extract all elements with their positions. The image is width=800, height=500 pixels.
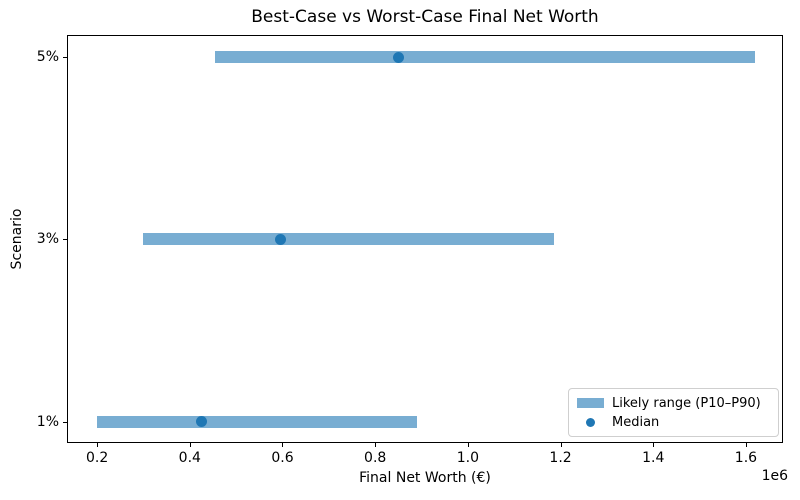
y-tick-label: 1% (36, 413, 59, 430)
x-tick (560, 443, 562, 447)
y-tick-label: 3% (36, 231, 59, 248)
y-tick (63, 421, 67, 423)
y-tick (63, 57, 67, 59)
x-tick-label: 1.0 (456, 450, 479, 466)
x-tick-label: 0.4 (178, 450, 201, 466)
x-tick (282, 443, 284, 447)
range-bar (97, 415, 417, 428)
y-tick (63, 239, 67, 241)
median-dot (392, 51, 404, 63)
range-bar (215, 51, 756, 64)
x-tick (97, 443, 99, 447)
median-dot (274, 233, 286, 245)
chart-title: Best-Case vs Worst-Case Final Net Worth (251, 7, 599, 27)
legend-label-range: Likely range (P10–P90) (612, 395, 761, 411)
x-tick-label: 1.2 (549, 450, 572, 466)
x-tick (745, 443, 747, 447)
median-dot-icon (586, 417, 595, 427)
legend-item-median: Median (577, 415, 770, 430)
x-tick-label: 0.8 (364, 450, 387, 466)
x-tick (375, 443, 377, 447)
range-bar (143, 233, 554, 246)
x-tick-label: 1.4 (642, 450, 665, 466)
x-tick-label: 0.6 (271, 450, 294, 466)
median-dot (195, 416, 207, 428)
y-tick-label: 5% (36, 49, 59, 66)
x-tick-label: 1.6 (734, 450, 758, 466)
x-tick-label: 0.2 (85, 450, 109, 466)
legend-item-range: Likely range (P10–P90) (577, 396, 770, 411)
x-tick (189, 443, 191, 447)
x-axis-label: Final Net Worth (€) (359, 470, 491, 486)
axis-offset-label: 1e6 (761, 468, 788, 484)
x-tick (653, 443, 655, 447)
legend-label-median: Median (612, 414, 660, 430)
legend: Likely range (P10–P90) Median (568, 388, 779, 437)
x-tick (467, 443, 469, 447)
range-swatch-icon (577, 398, 604, 408)
